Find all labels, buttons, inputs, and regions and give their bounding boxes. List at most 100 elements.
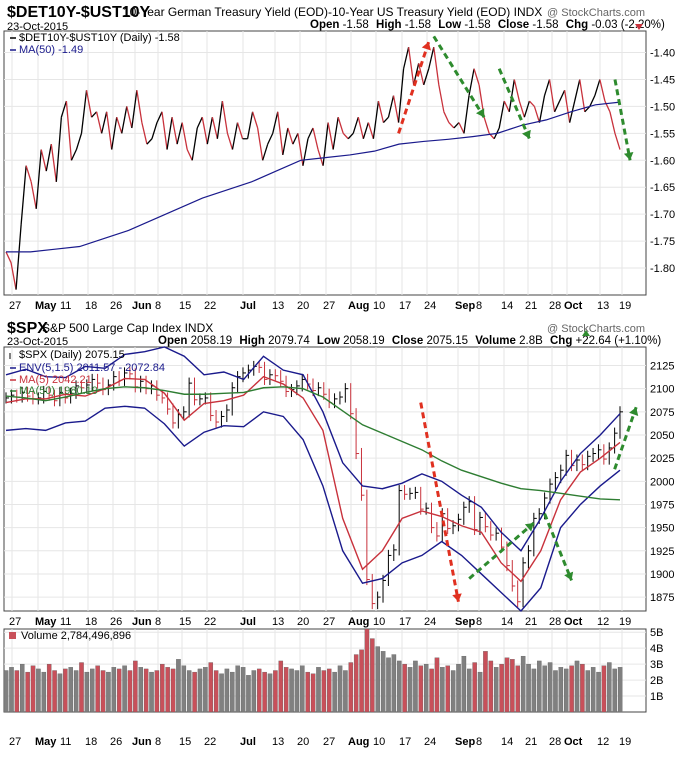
x-tick-label: 10 <box>373 736 385 748</box>
volume-bar <box>127 670 133 713</box>
x-tick-label: Aug <box>348 736 369 748</box>
volume-bar <box>203 667 208 713</box>
volume-bar <box>418 665 424 713</box>
p2-legend-ma5: MA(5) 2042.21 <box>19 374 92 386</box>
x-tick-label: 17 <box>399 616 411 628</box>
p1-price-segment <box>166 117 173 150</box>
volume-bar <box>612 668 617 713</box>
y-tick-label: 2B <box>650 675 663 687</box>
volume-bar <box>90 668 95 713</box>
p1-price-segment <box>277 111 284 155</box>
volume-bar <box>305 671 310 713</box>
p1-price-segment <box>574 79 581 102</box>
x-tick-label: 28 <box>549 300 561 312</box>
volume-bar <box>413 660 418 713</box>
x-tick-label: 8 <box>155 736 161 748</box>
volume-bar <box>574 660 580 713</box>
p1-price-segment <box>171 117 178 145</box>
p1-price-segment <box>231 122 239 150</box>
p1-arrow-up-red-head <box>421 41 431 51</box>
p1-price-segment <box>272 111 279 134</box>
volume-bar <box>41 671 47 713</box>
x-tick-label: 27 <box>323 616 335 628</box>
p1-price-segment <box>473 68 480 86</box>
p1-price-segment <box>327 122 334 150</box>
y-tick-label: -1.80 <box>650 263 675 275</box>
p2-x-axis: 27 May 11 18 26 Jun 8 15 22 Jul 13 20 27 Aug 10 17 24 Sep… <box>9 616 631 628</box>
p1-price-segment <box>111 117 118 150</box>
p1-price-segment <box>196 116 203 129</box>
p1-price-segment <box>448 122 455 129</box>
volume-bar <box>63 668 68 713</box>
x-tick-label: 11 <box>60 300 71 312</box>
p1-price-segment <box>503 100 510 113</box>
p1-price-segment <box>579 79 586 112</box>
volume-bar <box>170 668 176 713</box>
volume-bar <box>348 662 354 713</box>
x-tick-label: 20 <box>297 736 309 748</box>
x-tick-label: 8 <box>476 616 482 628</box>
volume-bar <box>461 655 467 713</box>
volume-bar <box>563 668 569 713</box>
p1-price-segment <box>498 100 505 129</box>
x-tick-label: 24 <box>424 300 436 312</box>
x-tick-label: 15 <box>179 616 191 628</box>
x-tick-label: 22 <box>204 616 216 628</box>
volume-bar <box>364 628 370 713</box>
x-tick-label: 27 <box>323 736 335 748</box>
volume-bar <box>558 667 564 713</box>
p1-price-segment <box>367 122 375 139</box>
x-tick-label: 24 <box>424 616 436 628</box>
volume-bar <box>515 665 521 713</box>
p2-annotation-arrows <box>419 402 639 603</box>
volume-bar <box>251 670 257 713</box>
p2-arrow-up-green-2-head <box>629 407 639 416</box>
y-tick-label: 2075 <box>650 407 674 419</box>
p1-price-segment <box>60 100 68 118</box>
volume-bar <box>493 667 499 713</box>
volume-bar <box>3 670 9 713</box>
p1-price-segment <box>382 116 389 124</box>
volume-bar <box>273 670 278 713</box>
x-tick-label: Oct <box>564 300 583 312</box>
y-tick-label: 1925 <box>650 546 674 558</box>
x-tick-label: May <box>35 616 57 628</box>
p1-price-segment <box>10 262 17 290</box>
p1-arrow-down-green-1-head <box>476 108 485 118</box>
p1-price-segment <box>604 100 611 113</box>
p1-grid <box>4 31 646 295</box>
x-tick-label: 10 <box>373 300 385 312</box>
p2-arrow-up-green-2 <box>613 406 638 470</box>
p1-price-segment <box>559 89 566 102</box>
volume-bar <box>230 671 235 713</box>
p1-price-segment <box>191 127 198 161</box>
x-tick-label: 18 <box>85 300 97 312</box>
y-tick-label: -1.50 <box>650 101 675 113</box>
p1-price-segment <box>458 122 465 134</box>
y-tick-label: 2100 <box>650 384 674 396</box>
p1-price-segment <box>538 95 546 123</box>
y-tick-label: 2025 <box>650 453 674 465</box>
volume-bar <box>590 667 596 713</box>
y-tick-label: -1.65 <box>650 182 675 194</box>
p3-x-axis: 27 May 11 18 26 Jun 8 15 22 Jul 13 20 27 Aug 10 17 24 Sep… <box>9 736 631 748</box>
p1-price-segment <box>548 79 556 112</box>
p1-price-segment <box>262 143 269 161</box>
p1-price-segment <box>161 111 168 150</box>
volume-bar <box>165 667 170 713</box>
p1-price-segment <box>423 68 430 86</box>
y-tick-label: 1875 <box>650 592 674 604</box>
p1-price-segment <box>292 133 299 145</box>
volume-bar <box>79 662 84 713</box>
p1-price-segment <box>357 117 364 139</box>
volume-bar <box>607 662 612 713</box>
x-tick-label: 20 <box>297 616 309 628</box>
x-tick-label: 19 <box>619 300 631 312</box>
p1-price-segment <box>543 79 551 96</box>
volume-bar <box>278 660 284 713</box>
p1-legend-price: $DET10Y-$UST10Y (Daily) -1.58 <box>19 32 180 44</box>
x-tick-label: 28 <box>549 616 561 628</box>
p2-ma5-line <box>5 375 621 583</box>
p1-arrow-down-green-3 <box>613 79 632 161</box>
